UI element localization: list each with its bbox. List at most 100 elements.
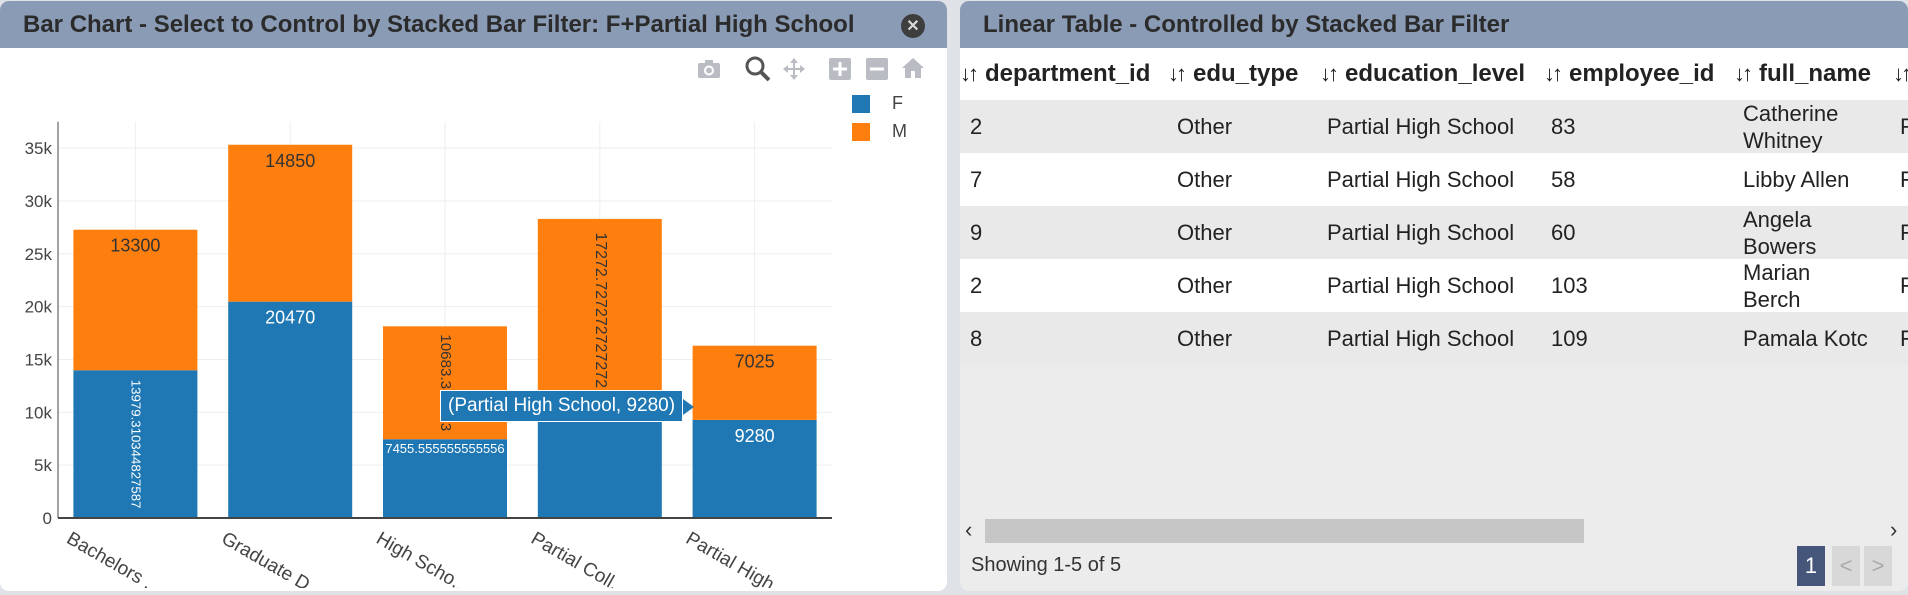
x-tick-label: High Scho... [373, 528, 473, 588]
bar-value-label: 13300 [110, 236, 160, 256]
hover-tooltip: (Partial High School, 9280) [440, 390, 695, 422]
column-label: department_id [985, 60, 1151, 87]
cell-employee-id: 103 [1551, 273, 1588, 298]
bar-chart-header: Bar Chart - Select to Control by Stacked… [0, 1, 947, 48]
legend-item-m[interactable]: M [852, 121, 907, 142]
bar-value-label: 9280 [735, 426, 775, 446]
tooltip-text: (Partial High School, 9280) [448, 395, 676, 416]
table-row[interactable]: 2 Other Partial High School 83 Catherine… [960, 100, 1908, 153]
cell-employee-id: 58 [1551, 167, 1576, 192]
column-header-edu-type[interactable]: ↓↑ edu_type [1168, 48, 1298, 100]
y-tick-label: 30k [25, 192, 53, 211]
legend-swatch-f [852, 94, 870, 113]
sort-icon[interactable]: ↓↑ [1734, 61, 1753, 86]
close-glyph: ✕ [906, 18, 920, 35]
bar-value-label: 7025 [735, 352, 775, 372]
column-header-next[interactable]: ↓↑ [1893, 48, 1908, 100]
prev-page-button[interactable]: < [1832, 546, 1860, 586]
cell-next: F [1900, 167, 1908, 192]
bar-value-label: 20470 [265, 308, 315, 328]
table-title: Linear Table - Controlled by Stacked Bar… [983, 10, 1510, 38]
column-header-education-level[interactable]: ↓↑ education_level [1320, 48, 1525, 100]
column-header-full-name[interactable]: ↓↑ full_name [1734, 48, 1871, 100]
linear-table-panel: Linear Table - Controlled by Stacked Bar… [960, 1, 1908, 591]
cell-edu-type: Other [1177, 114, 1233, 139]
cell-education-level: Partial High School [1327, 167, 1515, 192]
sort-icon[interactable]: ↓↑ [1544, 61, 1563, 86]
table-head: ↓↑ department_id ↓↑ edu_type ↓↑ education_l… [960, 48, 1908, 100]
bar-chart-panel: Bar Chart - Select to Control by Stacked… [0, 1, 947, 591]
sort-icon[interactable]: ↓↑ [1320, 61, 1339, 86]
cell-full-name: Marian Berch [1743, 259, 1811, 312]
table-footer: Showing 1-5 of 5 1 < > [960, 546, 1908, 591]
y-tick-label: 0 [43, 509, 52, 528]
cell-full-name: Libby Allen [1743, 167, 1850, 192]
horizontal-scrollbar[interactable]: ‹ › [960, 513, 1908, 545]
bar-f[interactable] [383, 439, 507, 518]
y-tick-label: 35k [25, 139, 53, 158]
next-page-button[interactable]: > [1864, 546, 1892, 586]
bar-value-label: 7455.555555555556 [385, 441, 504, 456]
scroll-left-icon[interactable]: ‹ [965, 517, 973, 542]
bar-f[interactable] [73, 370, 198, 518]
cell-department-id: 2 [970, 273, 983, 298]
cell-education-level: Partial High School [1327, 326, 1515, 351]
bar-m[interactable] [692, 345, 817, 420]
zoom-icon[interactable] [745, 56, 771, 82]
table-row[interactable]: 8 Other Partial High School 109 Pamala K… [960, 312, 1908, 365]
cell-next: F [1900, 220, 1908, 245]
cell-edu-type: Other [1177, 167, 1233, 192]
home-icon[interactable] [901, 57, 925, 79]
y-tick-label: 20k [25, 298, 53, 317]
zoom-out-icon[interactable] [866, 58, 888, 80]
camera-icon[interactable] [697, 59, 721, 79]
bar-f[interactable] [692, 419, 817, 518]
cell-department-id: 8 [970, 326, 983, 351]
sort-icon[interactable]: ↓↑ [1893, 61, 1908, 86]
cell-department-id: 2 [970, 114, 983, 139]
sort-icon[interactable]: ↓↑ [960, 61, 979, 86]
chart-modebar [0, 56, 947, 86]
cell-full-name: Pamala Kotc [1743, 326, 1868, 351]
table-row[interactable]: 2 Other Partial High School 103 Marian B… [960, 259, 1908, 312]
x-tick-label: Bachelors ... [63, 528, 165, 588]
table-row[interactable]: 9 Other Partial High School 60 Angela Bo… [960, 206, 1908, 259]
cell-education-level: Partial High School [1327, 273, 1515, 298]
cell-edu-type: Other [1177, 273, 1233, 298]
y-tick-label: 10k [25, 403, 53, 422]
bar-value-label: 14850 [265, 151, 315, 171]
zoom-in-icon[interactable] [829, 58, 851, 80]
cell-employee-id: 83 [1551, 114, 1576, 139]
bar-chart-title: Bar Chart - Select to Control by Stacked… [23, 10, 855, 38]
table-row[interactable]: 7 Other Partial High School 58 Libby All… [960, 153, 1908, 206]
column-header-department-id[interactable]: ↓↑ department_id [960, 48, 1150, 100]
pan-icon[interactable] [782, 57, 806, 81]
bar-value-label: 13979.310344827587 [128, 380, 143, 509]
stacked-bar-chart[interactable]: 0 5k 10k 15k 20k 25k 30k 35k 13979.310344827587 1… [0, 48, 947, 588]
sort-icon[interactable]: ↓↑ [1168, 61, 1187, 86]
bar-f[interactable] [228, 301, 353, 518]
column-label: full_name [1759, 60, 1872, 87]
bar-m[interactable] [228, 144, 353, 302]
cell-education-level: Partial High School [1327, 220, 1515, 245]
scrollbar-thumb[interactable] [985, 519, 1584, 543]
column-label: edu_type [1193, 60, 1299, 87]
y-tick-label: 15k [25, 350, 53, 369]
legend-item-f[interactable]: F [852, 93, 903, 114]
legend-label-f: F [892, 93, 903, 113]
x-tick-label: Partial High... [682, 528, 791, 588]
x-tick-label: Graduate D... [218, 528, 327, 588]
page-1-button[interactable]: 1 [1797, 546, 1825, 586]
y-tick-label: 5k [34, 456, 52, 475]
scroll-right-icon[interactable]: › [1890, 517, 1898, 542]
x-tick-label: Partial Coll... [527, 528, 631, 588]
cell-department-id: 9 [970, 220, 983, 245]
showing-count: Showing 1-5 of 5 [971, 554, 1122, 576]
cell-employee-id: 60 [1551, 220, 1576, 245]
cell-full-name: Angela Bowers [1743, 206, 1817, 259]
bar-m[interactable] [73, 229, 198, 371]
close-filter-icon[interactable]: ✕ [901, 14, 925, 38]
column-header-employee-id[interactable]: ↓↑ employee_id [1544, 48, 1714, 100]
bar-m[interactable] [537, 218, 662, 402]
cell-education-level: Partial High School [1327, 114, 1515, 139]
